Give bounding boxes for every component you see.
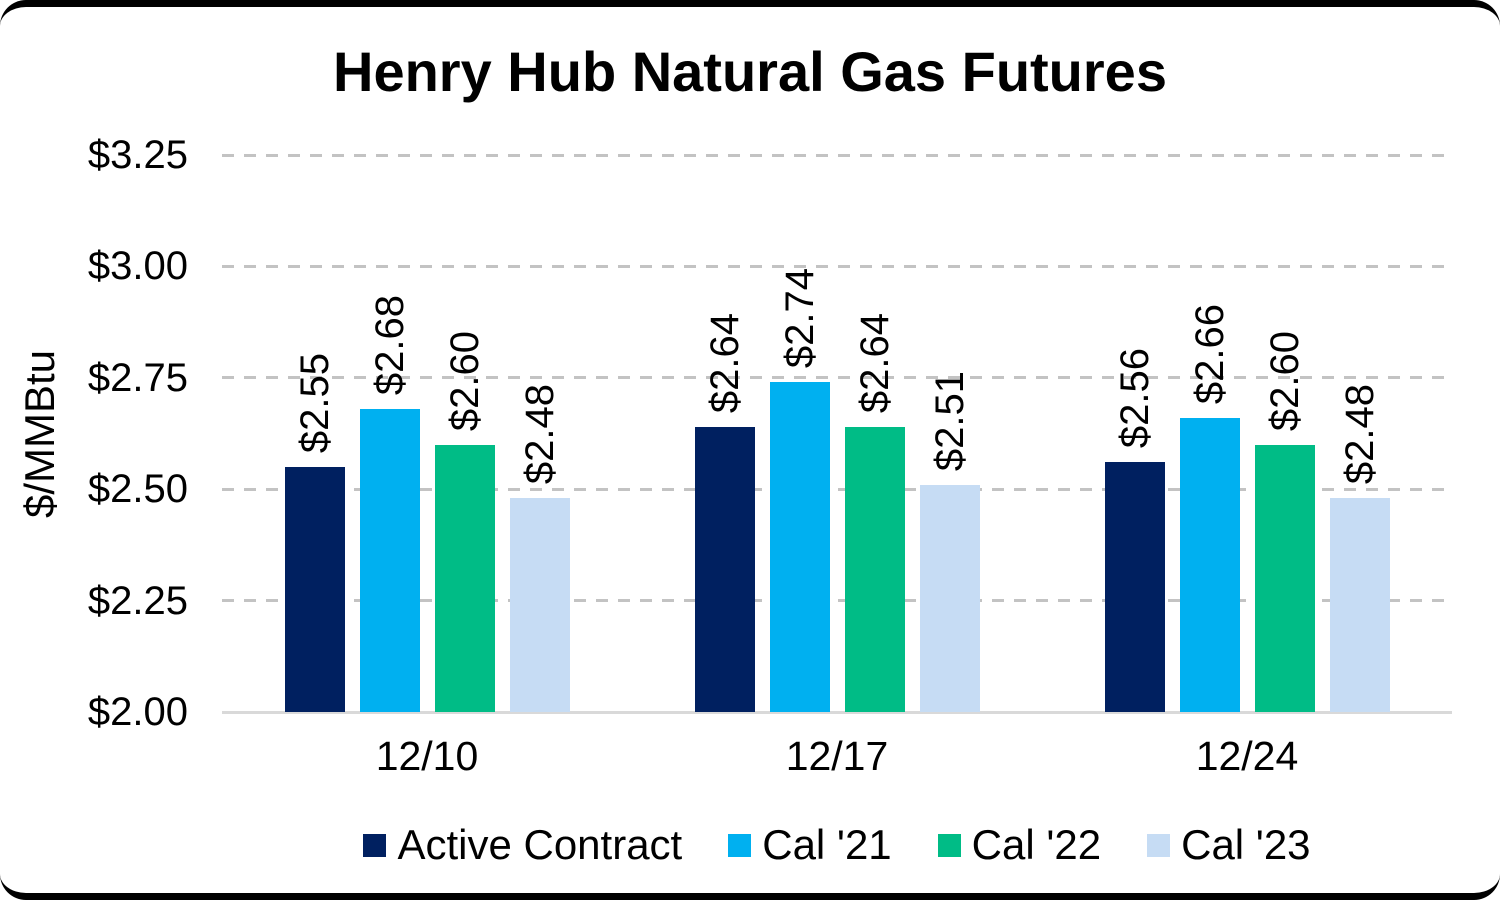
bar-group: $2.56 $2.66 $2.60 $2.48 (1042, 155, 1452, 712)
bar-active-contract (694, 426, 755, 712)
bar-cal-23 (919, 484, 980, 712)
legend-item-cal-23: Cal '23 (1147, 821, 1311, 869)
gridline (222, 264, 1452, 268)
bar-value-label: $2.48 (517, 384, 562, 485)
x-tick-label: 12/10 (375, 733, 479, 779)
bar-value-label: $2.74 (777, 268, 822, 369)
plot-area: $2.55 $2.68 $2.60 $2.48 $2.64 $2.74 $2.64 $2.51… (222, 153, 1452, 714)
y-tick-label: $3.25 (87, 133, 188, 177)
bar-slot: $2.74 (769, 155, 830, 712)
legend-item-active-contract: Active Contract (363, 821, 682, 869)
gridline (222, 599, 1452, 603)
gridline (222, 487, 1452, 491)
y-tick-label: $2.75 (87, 355, 188, 400)
bar-cal-22 (1254, 444, 1315, 712)
bar-value-label: $2.60 (1262, 330, 1307, 431)
gridline (222, 376, 1452, 380)
bar-active-contract (1104, 462, 1165, 712)
y-tick-label: $2.50 (87, 467, 188, 512)
y-tick-label: $2.25 (87, 578, 188, 623)
bar-value-label: $2.68 (367, 294, 412, 395)
bar-value-label: $2.66 (1187, 303, 1232, 404)
bar-slot: $2.55 (284, 155, 345, 712)
legend-swatch-icon (1147, 833, 1171, 857)
bar-value-label: $2.56 (1112, 348, 1157, 449)
y-tick-label: $3.00 (87, 244, 188, 289)
bar-slot: $2.56 (1104, 155, 1165, 712)
bar-slot: $2.66 (1179, 155, 1240, 712)
bar-slot: $2.60 (1254, 155, 1315, 712)
legend-label: Cal '22 (971, 821, 1102, 868)
x-axis-line (222, 710, 1452, 714)
bar-slot: $2.64 (844, 155, 905, 712)
bar-slot: $2.68 (359, 155, 420, 712)
bar-value-label: $2.60 (442, 330, 487, 431)
legend-label: Cal '21 (762, 821, 892, 868)
bar-value-label: $2.64 (702, 312, 747, 413)
legend-label: Active Contract (397, 821, 683, 868)
legend-swatch-icon (728, 833, 752, 857)
bar-group: $2.64 $2.74 $2.64 $2.51 (632, 155, 1042, 712)
legend-item-cal-22: Cal '22 (937, 821, 1102, 869)
bar-cal-21 (1179, 417, 1240, 712)
legend-item-cal-21: Cal '21 (728, 821, 892, 869)
bar-slot: $2.64 (694, 155, 755, 712)
bar-cal-21 (769, 382, 830, 712)
x-axis-labels: 12/10 12/17 12/24 (222, 733, 1452, 780)
legend-swatch-icon (937, 833, 961, 857)
bar-cal-23 (509, 498, 570, 712)
bar-value-label: $2.64 (852, 312, 897, 413)
bar-slot: $2.60 (434, 155, 495, 712)
x-tick-label: 12/24 (1195, 733, 1299, 779)
legend-label: Cal '23 (1181, 821, 1311, 868)
bar-value-label: $2.48 (1337, 384, 1382, 485)
bar-cal-22 (434, 444, 495, 712)
bar-slot: $2.48 (509, 155, 570, 712)
y-axis-ticks: $3.25 $3.00 $2.75 $2.50 $2.25 $2.00 (0, 133, 190, 734)
legend-swatch-icon (363, 833, 387, 857)
bar-value-label: $2.51 (927, 370, 972, 471)
x-tick-label: 12/17 (785, 733, 889, 779)
bar-group: $2.55 $2.68 $2.60 $2.48 (222, 155, 632, 712)
bar-cal-21 (359, 409, 420, 712)
bar-cal-23 (1329, 498, 1390, 712)
chart-title: Henry Hub Natural Gas Futures (333, 40, 1167, 103)
bar-cal-22 (844, 426, 905, 712)
legend: Active Contract Cal '21 Cal '22 Cal '23 (222, 821, 1452, 869)
bar-value-label: $2.55 (292, 352, 337, 453)
bar-slot: $2.48 (1329, 155, 1390, 712)
bar-active-contract (284, 466, 345, 712)
bar-slot: $2.51 (919, 155, 980, 712)
gridline (222, 153, 1452, 157)
y-tick-label: $2.00 (87, 690, 188, 734)
